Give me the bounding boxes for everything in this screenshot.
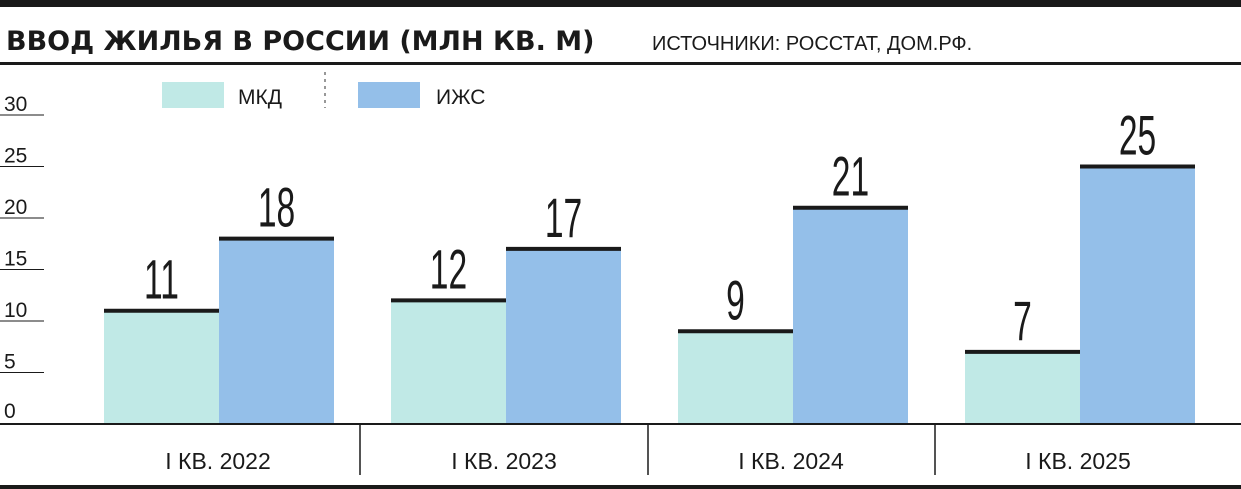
bottom-rule (0, 485, 1241, 489)
y-tick-label: 25 (4, 145, 27, 168)
x-axis: I КВ. 2022 I КВ. 2023 I КВ. 2024 I КВ. 2025 (0, 423, 1241, 475)
bar-mkd (965, 351, 1080, 424)
bar-value-label: 18 (258, 176, 295, 239)
bar-value-label: 7 (1013, 289, 1032, 352)
chart-source: ИСТОЧНИКИ: РОССТАТ, ДОМ.РФ. (652, 33, 972, 55)
category-label: I КВ. 2024 (738, 448, 844, 474)
y-tick-label: 15 (4, 248, 27, 271)
top-rule (0, 0, 1241, 7)
legend-label-izhs: ИЖС (436, 86, 485, 109)
bar-mkd (678, 331, 793, 424)
bar-izhs (219, 238, 334, 424)
y-tick-label: 0 (4, 400, 16, 423)
bar-mkd (391, 300, 506, 424)
legend-swatch-izhs (358, 82, 420, 108)
bar-value-label: 25 (1119, 104, 1156, 167)
legend-label-mkd: МКД (238, 86, 282, 109)
y-tick-label: 5 (4, 351, 16, 374)
bar-value-label: 9 (726, 268, 745, 331)
bar-izhs (793, 207, 908, 424)
bar-value-label: 17 (545, 186, 582, 249)
chart-title: ВВОД ЖИЛЬЯ В РОССИИ (МЛН КВ. М) (6, 26, 595, 57)
category-label: I КВ. 2023 (451, 448, 556, 474)
bar-mkd (104, 310, 219, 424)
category-label: I КВ. 2022 (165, 448, 270, 474)
legend: МКД ИЖС (162, 72, 485, 109)
bars: 11 18 12 17 9 21 7 25 (104, 104, 1195, 424)
bar-value-label: 11 (144, 248, 179, 311)
y-tick-label: 30 (4, 93, 27, 116)
y-axis: 0 5 10 15 20 25 30 (0, 93, 44, 423)
title-rule (0, 62, 1241, 65)
legend-swatch-mkd (162, 82, 224, 108)
bar-izhs (1080, 166, 1195, 424)
bar-value-label: 12 (430, 237, 467, 300)
bar-izhs (506, 248, 621, 424)
category-label: I КВ. 2025 (1025, 448, 1130, 474)
y-tick-label: 10 (4, 299, 27, 322)
bar-value-label: 21 (832, 145, 869, 208)
y-tick-label: 20 (4, 196, 27, 219)
